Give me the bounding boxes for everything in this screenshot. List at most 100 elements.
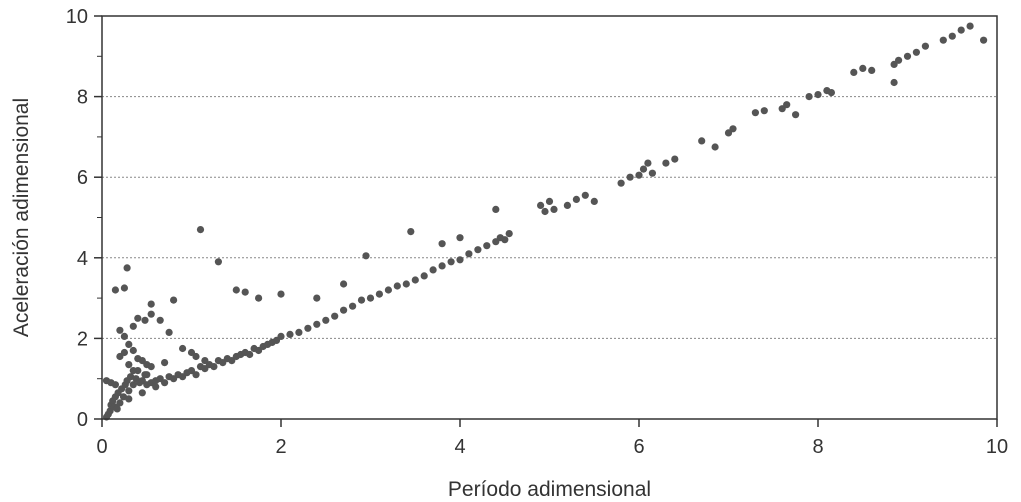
data-point	[590, 197, 598, 205]
data-point	[420, 272, 428, 280]
data-point	[550, 205, 558, 213]
data-point	[357, 296, 366, 304]
data-point	[980, 36, 988, 44]
data-point	[792, 111, 800, 119]
data-point	[196, 226, 205, 234]
data-point	[671, 155, 679, 163]
y-axis-tick-labels: 0 2 4 6 8 10	[66, 6, 88, 431]
data-point	[827, 89, 836, 97]
data-point	[192, 352, 200, 361]
data-point	[313, 320, 321, 328]
data-point	[192, 371, 200, 379]
y-tick-label: 2	[77, 328, 88, 350]
data-point	[147, 363, 155, 371]
data-point	[438, 240, 446, 248]
data-point	[362, 252, 370, 260]
data-point	[939, 36, 947, 44]
data-point	[111, 381, 119, 389]
data-point	[349, 302, 357, 310]
data-point	[111, 286, 119, 294]
data-point	[505, 230, 513, 238]
data-point	[626, 173, 634, 181]
data-point	[143, 371, 151, 379]
x-tick-label: 6	[633, 436, 644, 458]
data-point	[456, 234, 464, 242]
data-point	[113, 405, 121, 413]
data-point	[760, 107, 768, 115]
data-point	[921, 42, 930, 50]
data-point	[120, 348, 128, 357]
data-point	[572, 195, 581, 203]
x-tick-label: 0	[96, 436, 107, 458]
data-point	[903, 52, 912, 60]
data-point	[125, 387, 133, 395]
data-point	[393, 282, 401, 290]
x-axis-tick-labels: 0 2 4 6 8 10	[96, 436, 1008, 458]
data-point	[161, 379, 169, 387]
data-point	[246, 350, 254, 359]
data-point	[286, 330, 294, 338]
data-point	[375, 290, 383, 298]
data-point	[912, 48, 921, 56]
data-point	[125, 395, 133, 403]
data-point	[127, 373, 135, 381]
data-point	[868, 66, 876, 74]
data-point	[120, 284, 128, 292]
data-point	[545, 197, 554, 205]
data-point	[537, 201, 545, 209]
data-point	[895, 56, 903, 64]
data-point	[456, 256, 464, 264]
data-point	[635, 171, 643, 179]
y-tick-label: 6	[77, 167, 88, 189]
data-point	[366, 294, 375, 302]
data-point	[662, 159, 670, 167]
data-point	[277, 290, 285, 298]
data-point	[340, 306, 348, 314]
data-point	[129, 367, 137, 375]
data-point	[210, 363, 218, 371]
data-point	[147, 300, 155, 308]
data-point	[152, 383, 160, 391]
data-point	[402, 280, 410, 288]
data-point	[232, 286, 240, 294]
data-point	[465, 250, 473, 258]
data-point	[581, 191, 589, 199]
data-point	[859, 64, 867, 72]
data-point	[948, 32, 956, 40]
data-point	[214, 258, 222, 266]
data-point	[156, 316, 164, 324]
data-point	[277, 332, 285, 340]
data-point	[123, 264, 131, 272]
data-point	[563, 201, 572, 209]
data-point	[201, 357, 209, 365]
y-tick-label: 10	[66, 6, 88, 28]
data-point	[966, 22, 974, 30]
x-tick-label: 2	[275, 436, 286, 458]
data-point	[255, 294, 263, 302]
data-point	[648, 169, 657, 177]
x-tick-label: 10	[986, 436, 1008, 458]
y-tick-label: 4	[77, 248, 88, 270]
data-point	[407, 228, 415, 236]
x-tick-label: 8	[812, 436, 823, 458]
data-point	[698, 137, 706, 145]
data-point	[411, 276, 419, 284]
data-point	[313, 294, 321, 302]
data-points	[102, 22, 988, 421]
data-point	[138, 389, 146, 397]
data-point	[644, 159, 652, 167]
data-point	[814, 91, 822, 99]
data-point	[890, 78, 898, 87]
y-tick-label: 8	[77, 87, 88, 109]
data-point	[134, 314, 142, 322]
data-point	[161, 359, 169, 367]
data-point	[711, 143, 719, 151]
data-point	[617, 179, 625, 187]
data-point	[304, 324, 312, 332]
data-point	[438, 262, 446, 270]
data-point	[241, 288, 249, 296]
data-point	[340, 280, 348, 288]
data-point	[483, 242, 491, 250]
data-point	[384, 286, 392, 294]
